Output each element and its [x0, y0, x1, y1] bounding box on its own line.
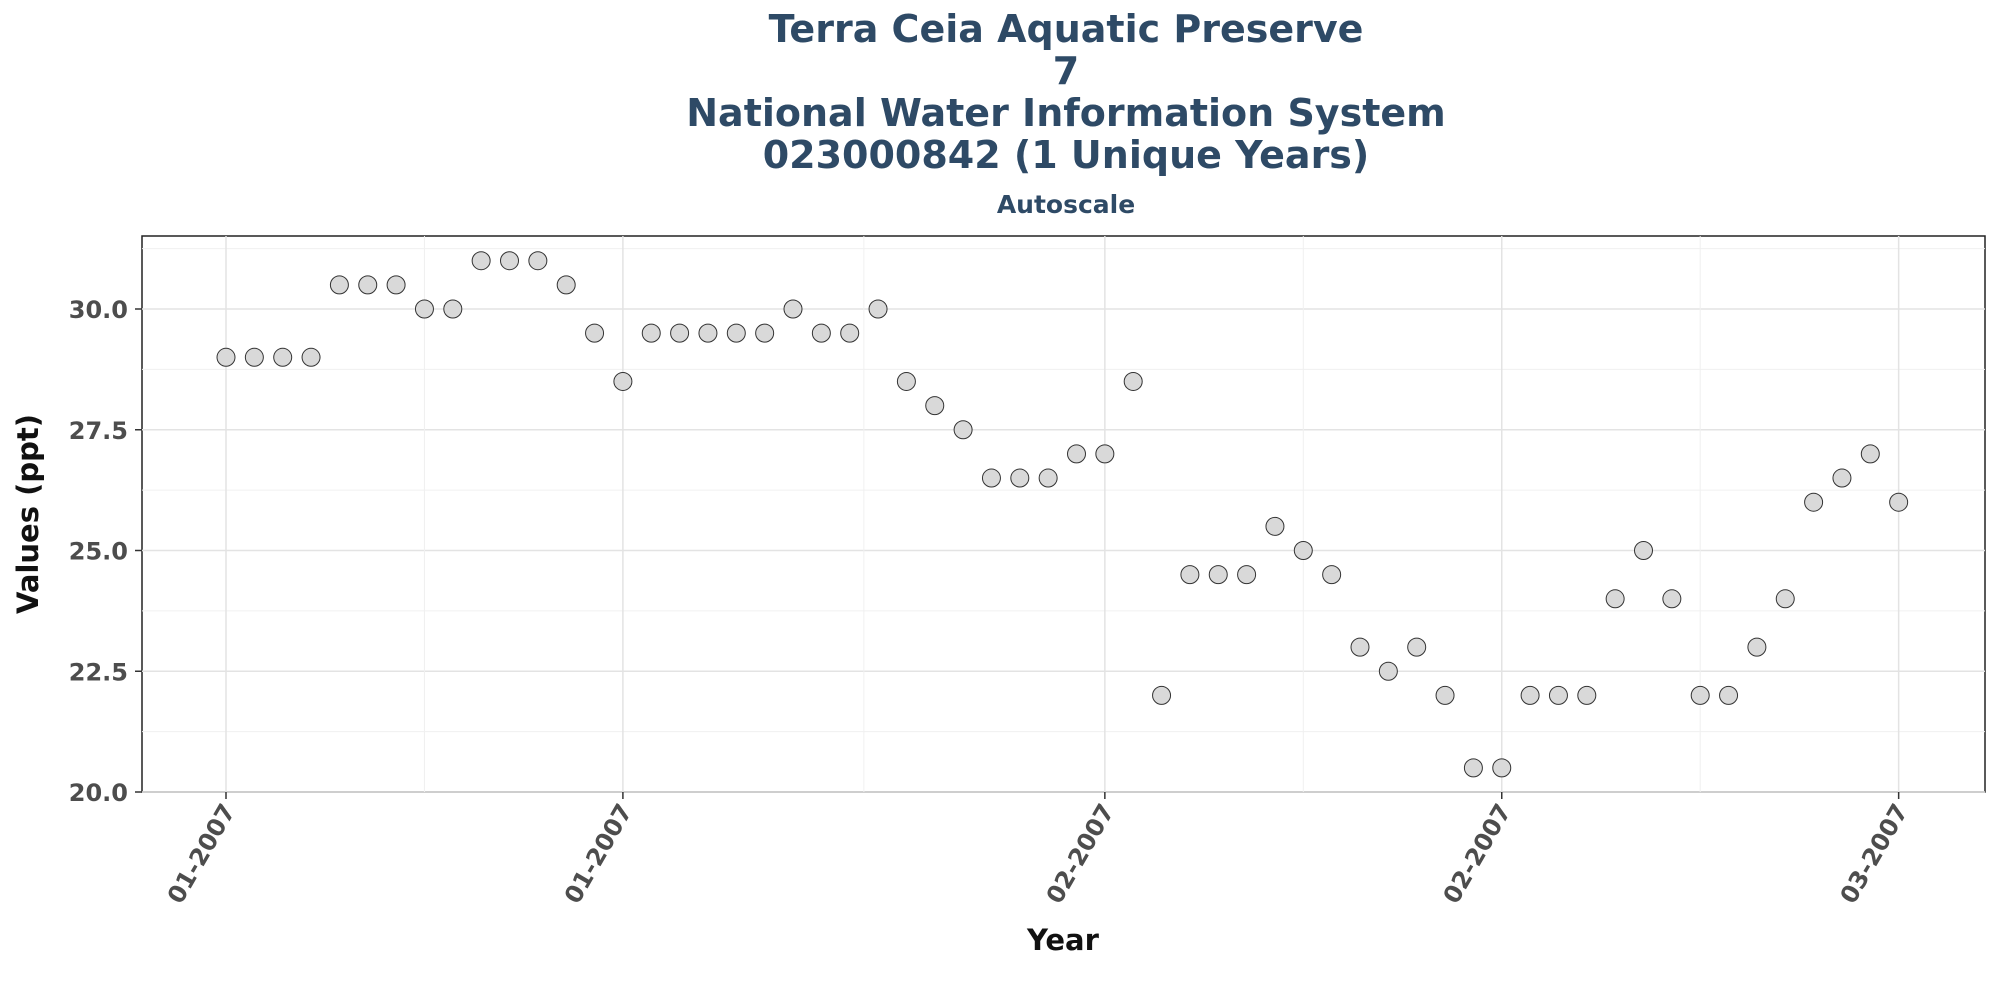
data-point — [500, 251, 519, 271]
data-point — [471, 251, 491, 271]
y-axis-ticks: 20.0 22.5 25.0 27.5 30.0 — [69, 296, 142, 807]
x-axis-ticks: 01-2007 01-2007 02-2007 02-2007 03-2007 — [162, 792, 1914, 908]
y-tick-label: 30.0 — [69, 296, 128, 324]
data-point — [613, 371, 633, 391]
data-point — [1038, 468, 1058, 488]
data-point — [1180, 565, 1200, 585]
grid-lines — [142, 236, 1985, 793]
data-point — [1463, 758, 1483, 778]
x-tick-label: 03-2007 — [1835, 799, 1914, 908]
data-point — [896, 371, 916, 391]
data-point — [1095, 444, 1115, 464]
y-tick-label: 27.5 — [69, 417, 128, 445]
data-point — [1775, 589, 1795, 609]
data-point — [216, 347, 236, 367]
data-point — [386, 275, 406, 295]
data-point — [1123, 371, 1143, 391]
data-point — [1378, 661, 1398, 681]
y-tick-label: 25.0 — [69, 538, 128, 566]
data-point — [1860, 444, 1880, 464]
data-point — [868, 299, 888, 319]
data-point — [1719, 685, 1739, 705]
x-axis-title: Year — [1026, 923, 1100, 957]
data-point — [698, 323, 718, 343]
x-tick-label: 01-2007 — [559, 799, 638, 908]
data-point — [1804, 492, 1824, 512]
data-point — [670, 323, 690, 343]
data-point — [1322, 565, 1342, 585]
data-point — [556, 275, 576, 295]
data-point — [783, 299, 803, 319]
x-tick-label: 01-2007 — [162, 799, 241, 908]
data-point — [1690, 685, 1710, 705]
chart-title-line-4: 023000842 (1 Unique Years) — [762, 133, 1370, 177]
chart-title-line-2: 7 — [1052, 49, 1080, 93]
data-point — [1237, 565, 1257, 585]
data-point — [1208, 565, 1228, 585]
data-point — [358, 275, 378, 295]
data-point — [1662, 589, 1682, 609]
data-point — [1265, 516, 1285, 536]
y-tick-label: 22.5 — [69, 658, 128, 686]
data-point — [1832, 468, 1852, 488]
data-point — [1492, 758, 1512, 778]
data-point — [1889, 492, 1909, 512]
data-point — [528, 251, 548, 271]
data-point — [1520, 685, 1540, 705]
y-axis-title: Values (ppt) — [11, 414, 45, 614]
data-point — [1152, 685, 1172, 705]
chart-subtitle: Autoscale — [996, 190, 1136, 219]
x-tick-label: 02-2007 — [1041, 799, 1120, 908]
data-point — [953, 420, 973, 440]
data-points — [216, 251, 1909, 778]
data-point — [1605, 589, 1625, 609]
data-point — [755, 323, 775, 343]
chart-title-line-1: Terra Ceia Aquatic Preserve — [768, 7, 1364, 51]
x-tick-label: 02-2007 — [1438, 799, 1517, 908]
plot-panel — [141, 235, 1986, 793]
chart-titles: Terra Ceia Aquatic Preserve 7 National W… — [0, 8, 2000, 220]
data-point — [925, 396, 945, 416]
data-point — [1577, 685, 1597, 705]
data-point — [1293, 541, 1313, 560]
data-point — [1067, 444, 1086, 464]
data-point — [301, 347, 321, 367]
data-point — [414, 299, 434, 319]
data-point — [1634, 541, 1653, 560]
data-point — [1435, 685, 1455, 705]
data-point — [244, 347, 264, 367]
data-point — [585, 323, 605, 343]
data-point — [981, 468, 1001, 488]
data-point — [1548, 685, 1568, 705]
data-point — [641, 323, 661, 343]
data-point — [1747, 637, 1767, 657]
data-point — [726, 323, 746, 343]
chart-title-line-3: National Water Information System — [686, 91, 1446, 135]
y-tick-label: 20.0 — [69, 779, 128, 807]
data-point — [273, 347, 293, 367]
data-point — [1350, 637, 1370, 657]
data-point — [811, 323, 831, 343]
data-point — [443, 299, 463, 319]
data-point — [840, 323, 860, 343]
data-point — [329, 275, 349, 295]
data-point — [1407, 637, 1427, 657]
data-point — [1010, 468, 1030, 488]
